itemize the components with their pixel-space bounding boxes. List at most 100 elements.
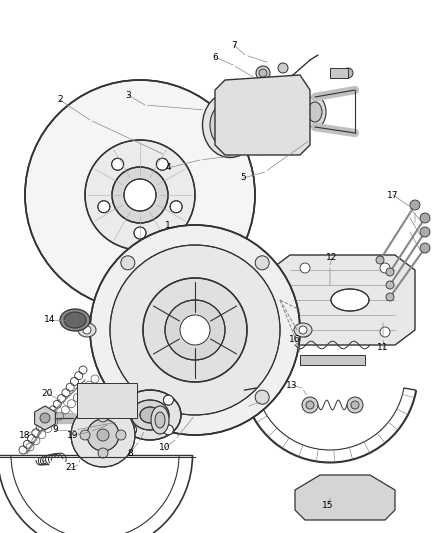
Circle shape bbox=[110, 245, 280, 415]
Circle shape bbox=[255, 256, 269, 270]
Ellipse shape bbox=[140, 407, 160, 423]
Circle shape bbox=[351, 401, 359, 409]
Ellipse shape bbox=[60, 309, 90, 331]
Circle shape bbox=[410, 200, 420, 210]
Text: 16: 16 bbox=[289, 335, 301, 344]
Ellipse shape bbox=[263, 290, 277, 310]
Circle shape bbox=[98, 448, 108, 458]
Circle shape bbox=[84, 394, 96, 406]
Circle shape bbox=[104, 394, 116, 406]
Text: 17: 17 bbox=[387, 190, 399, 199]
Ellipse shape bbox=[331, 289, 369, 311]
Text: 18: 18 bbox=[19, 431, 31, 440]
Circle shape bbox=[306, 401, 314, 409]
Ellipse shape bbox=[256, 281, 284, 319]
Circle shape bbox=[343, 68, 353, 78]
Ellipse shape bbox=[250, 272, 290, 327]
Circle shape bbox=[109, 409, 127, 427]
Circle shape bbox=[156, 158, 168, 170]
Circle shape bbox=[25, 80, 255, 310]
Circle shape bbox=[85, 140, 195, 250]
Circle shape bbox=[97, 429, 109, 441]
Polygon shape bbox=[295, 475, 395, 520]
Ellipse shape bbox=[155, 412, 165, 428]
Circle shape bbox=[124, 179, 156, 211]
Ellipse shape bbox=[151, 406, 169, 434]
Text: 12: 12 bbox=[326, 254, 338, 262]
Circle shape bbox=[143, 278, 247, 382]
Ellipse shape bbox=[219, 112, 241, 138]
Circle shape bbox=[40, 413, 50, 423]
Circle shape bbox=[386, 268, 394, 276]
Circle shape bbox=[163, 425, 173, 435]
Polygon shape bbox=[35, 406, 55, 430]
Circle shape bbox=[98, 201, 110, 213]
Circle shape bbox=[299, 326, 307, 334]
Circle shape bbox=[121, 390, 135, 404]
Circle shape bbox=[278, 63, 288, 73]
Ellipse shape bbox=[308, 102, 322, 122]
Circle shape bbox=[420, 227, 430, 237]
Circle shape bbox=[116, 430, 126, 440]
Polygon shape bbox=[270, 255, 415, 345]
Circle shape bbox=[83, 326, 91, 334]
Text: 19: 19 bbox=[67, 431, 79, 440]
Text: 20: 20 bbox=[42, 389, 53, 398]
Polygon shape bbox=[215, 75, 310, 155]
Circle shape bbox=[121, 256, 135, 270]
Circle shape bbox=[300, 327, 310, 337]
Circle shape bbox=[386, 281, 394, 289]
Circle shape bbox=[259, 69, 267, 77]
Circle shape bbox=[114, 414, 122, 422]
Ellipse shape bbox=[334, 492, 356, 504]
Text: 11: 11 bbox=[377, 343, 389, 352]
Circle shape bbox=[288, 75, 298, 85]
Circle shape bbox=[87, 419, 119, 451]
Ellipse shape bbox=[64, 312, 86, 328]
Bar bbox=[330, 68, 348, 78]
Circle shape bbox=[420, 213, 430, 223]
Circle shape bbox=[256, 66, 270, 80]
Circle shape bbox=[71, 403, 135, 467]
Circle shape bbox=[170, 201, 182, 213]
Circle shape bbox=[376, 256, 384, 264]
Text: 1: 1 bbox=[165, 221, 171, 230]
Circle shape bbox=[90, 225, 300, 435]
Ellipse shape bbox=[304, 96, 326, 128]
Circle shape bbox=[134, 227, 146, 239]
Circle shape bbox=[127, 395, 137, 405]
Text: 6: 6 bbox=[212, 52, 218, 61]
Text: 15: 15 bbox=[322, 500, 334, 510]
Text: 2: 2 bbox=[57, 95, 63, 104]
Ellipse shape bbox=[202, 93, 257, 157]
Circle shape bbox=[420, 243, 430, 253]
Circle shape bbox=[380, 263, 390, 273]
Text: 8: 8 bbox=[127, 448, 133, 457]
Circle shape bbox=[163, 395, 173, 405]
Text: 3: 3 bbox=[125, 91, 131, 100]
Text: 7: 7 bbox=[231, 41, 237, 50]
Text: 14: 14 bbox=[44, 316, 55, 325]
Circle shape bbox=[302, 397, 318, 413]
Circle shape bbox=[347, 397, 363, 413]
Ellipse shape bbox=[119, 390, 181, 440]
Ellipse shape bbox=[210, 101, 250, 149]
Circle shape bbox=[165, 300, 225, 360]
Bar bbox=[77, 383, 137, 418]
Bar bbox=[300, 355, 365, 365]
Circle shape bbox=[386, 293, 394, 301]
Text: 10: 10 bbox=[159, 443, 171, 453]
Text: 21: 21 bbox=[65, 464, 76, 472]
Circle shape bbox=[80, 430, 90, 440]
Circle shape bbox=[119, 394, 131, 406]
Circle shape bbox=[127, 425, 137, 435]
Circle shape bbox=[112, 167, 168, 223]
Ellipse shape bbox=[78, 323, 96, 337]
Circle shape bbox=[380, 327, 390, 337]
Text: 5: 5 bbox=[240, 174, 246, 182]
Ellipse shape bbox=[294, 323, 312, 337]
Text: 13: 13 bbox=[286, 381, 298, 390]
Circle shape bbox=[98, 412, 108, 422]
Ellipse shape bbox=[131, 400, 169, 430]
Text: 9: 9 bbox=[52, 425, 58, 434]
